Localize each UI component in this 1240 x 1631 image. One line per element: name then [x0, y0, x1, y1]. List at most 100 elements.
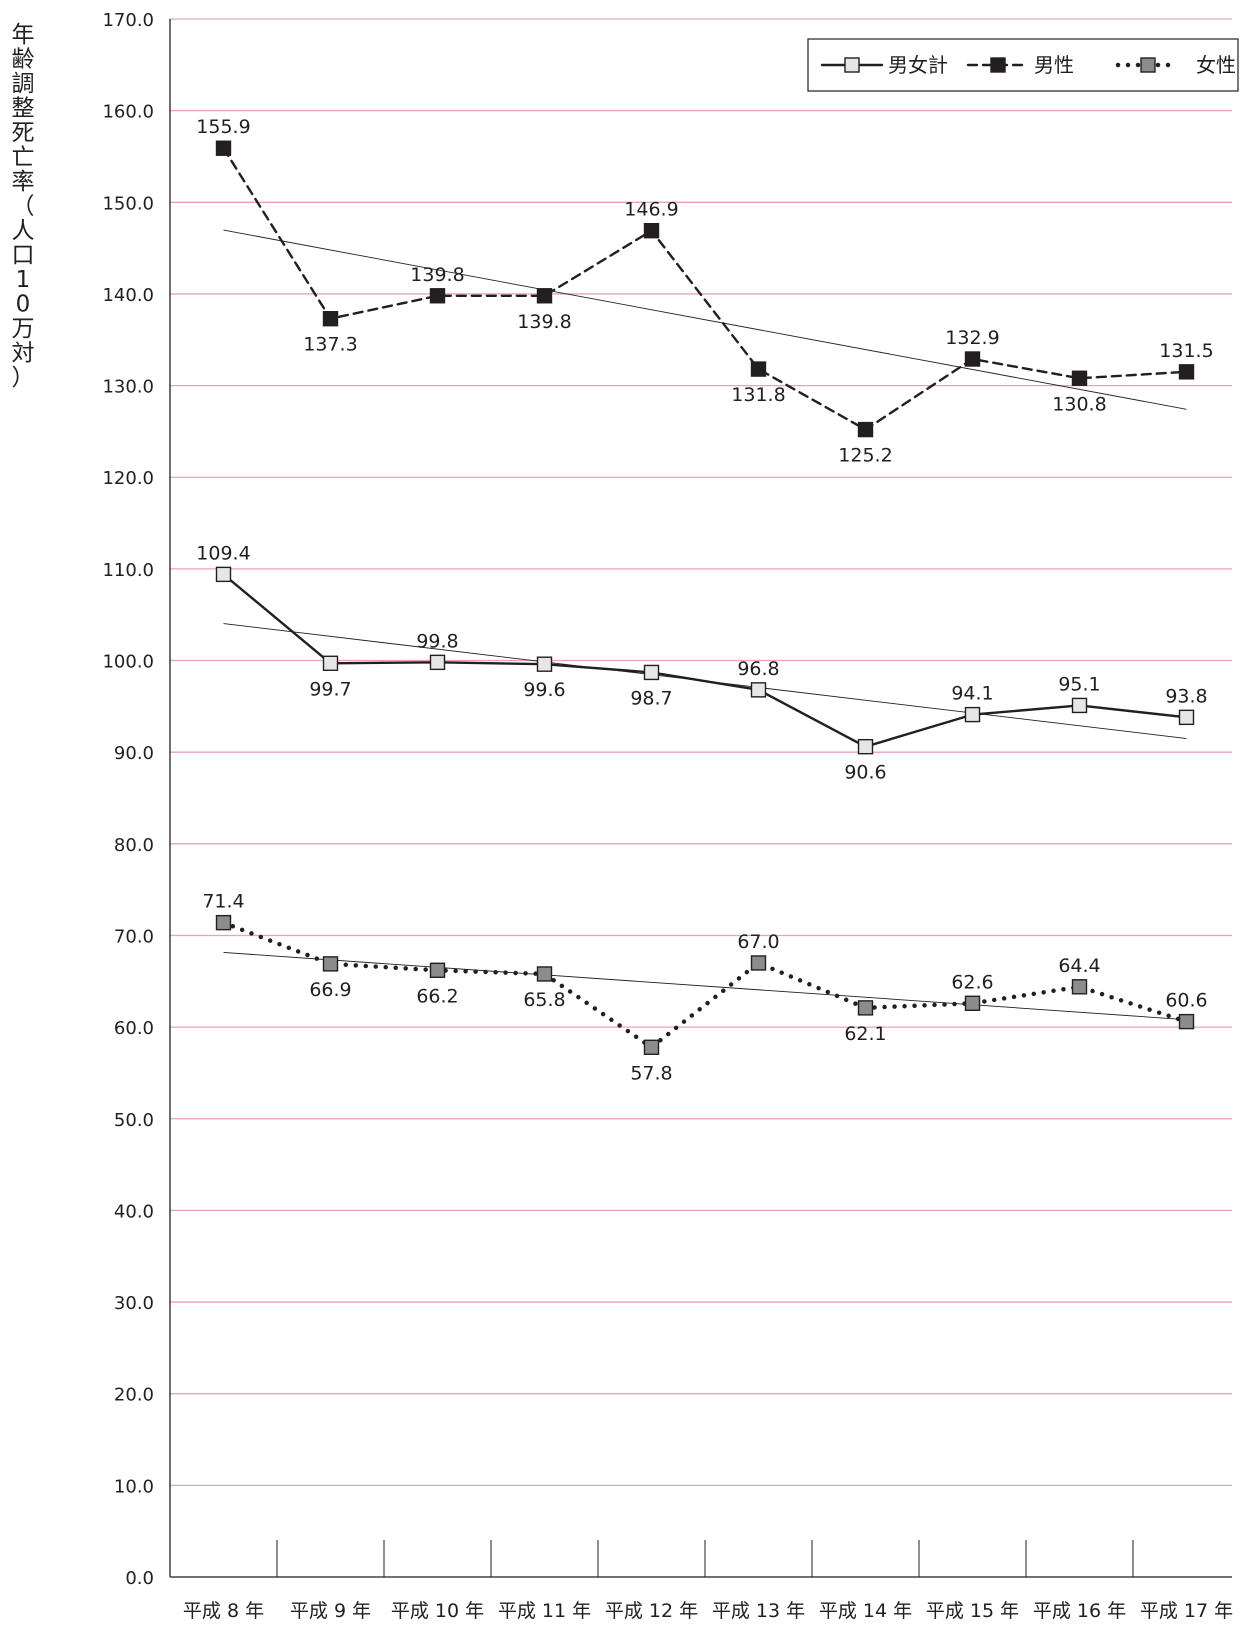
data-label: 98.7 — [630, 687, 672, 709]
x-tick-label: 平成 13 年 — [712, 1600, 805, 1622]
data-label: 67.0 — [737, 931, 779, 953]
y-tick-label: 90.0 — [114, 743, 154, 764]
data-label: 155.9 — [196, 116, 250, 138]
legend-label: 女性 — [1196, 53, 1236, 77]
data-label: 96.8 — [737, 658, 779, 680]
data-label: 95.1 — [1058, 673, 1100, 695]
y-tick-label: 0.0 — [125, 1568, 154, 1589]
data-point — [322, 655, 339, 671]
data-point — [536, 288, 553, 304]
data-label: 137.3 — [303, 334, 357, 356]
y-tick-label: 50.0 — [114, 1110, 154, 1131]
data-point — [1178, 1013, 1195, 1030]
data-point — [429, 654, 446, 671]
y-tick-label: 70.0 — [114, 926, 154, 947]
data-point — [322, 310, 339, 327]
data-label: 66.2 — [416, 985, 458, 1007]
data-label: 99.7 — [309, 678, 351, 700]
x-tick-label: 平成 8 年 — [183, 1600, 264, 1622]
x-tick-label: 平成 12 年 — [605, 1600, 698, 1622]
trendline — [223, 951, 1187, 1021]
data-point — [322, 956, 339, 972]
data-label: 131.8 — [731, 384, 785, 406]
data-label: 60.6 — [1165, 990, 1207, 1012]
y-axis-label: 年齢調整死亡率（人口 1 0 万対） — [12, 22, 35, 391]
data-label: 93.8 — [1165, 685, 1207, 707]
x-tick-label: 平成 9 年 — [290, 1600, 371, 1622]
y-tick-label: 40.0 — [114, 1201, 154, 1222]
data-point — [1178, 364, 1195, 380]
legend-marker — [1140, 57, 1156, 73]
y-tick-label: 160.0 — [102, 102, 154, 123]
data-point — [1071, 697, 1088, 714]
data-point — [643, 223, 660, 239]
data-point — [964, 995, 981, 1011]
y-tick-label: 150.0 — [102, 193, 154, 214]
data-point — [857, 421, 874, 438]
series — [215, 140, 1195, 1055]
trendlines — [223, 229, 1187, 1021]
legend-label: 男性 — [1034, 53, 1074, 77]
series-line — [222, 573, 1188, 748]
x-tick-label: 平成 16 年 — [1033, 1600, 1126, 1622]
data-point — [1071, 370, 1088, 386]
y-tick-label: 100.0 — [102, 652, 154, 673]
legend-marker — [844, 57, 860, 73]
data-label: 131.5 — [1159, 340, 1213, 362]
data-label: 109.4 — [196, 542, 250, 564]
data-label: 71.4 — [202, 891, 244, 913]
data-label: 66.9 — [309, 979, 351, 1001]
data-point — [643, 664, 660, 681]
x-tick-label: 平成 14 年 — [819, 1600, 912, 1622]
data-label: 94.1 — [951, 683, 993, 705]
data-point — [857, 738, 874, 755]
y-axis-title: 年齢調整死亡率（人口 1 0 万対） — [12, 22, 35, 391]
data-point — [750, 955, 767, 971]
gridlines — [170, 18, 1232, 1487]
data-label: 132.9 — [945, 327, 999, 349]
data-label: 62.6 — [951, 971, 993, 993]
data-label: 64.4 — [1058, 955, 1100, 977]
data-point — [964, 351, 981, 367]
x-tick-label: 平成 10 年 — [391, 1600, 484, 1622]
legend-label: 男女計 — [888, 53, 948, 77]
data-point — [964, 706, 981, 723]
data-point — [1071, 979, 1088, 995]
series-line — [222, 147, 1188, 431]
legend-marker — [990, 57, 1006, 73]
data-label: 139.8 — [517, 311, 571, 333]
data-point — [857, 1000, 874, 1016]
data-label: 57.8 — [630, 1062, 672, 1084]
y-tick-label: 80.0 — [114, 835, 154, 856]
y-tick-label: 140.0 — [102, 285, 154, 306]
data-point — [215, 566, 232, 583]
y-tick-label: 120.0 — [102, 468, 154, 489]
data-point — [643, 1039, 660, 1055]
legend: 男女計 男性 女性 — [807, 38, 1239, 92]
y-tick-label: 110.0 — [102, 560, 154, 581]
data-point — [215, 914, 232, 931]
axes: 0.0 10.0 20.0 30.0 40.0 50.0 60.0 70.0 80.0 90.0 1… — [102, 10, 1233, 1622]
y-tick-label: 20.0 — [114, 1385, 154, 1406]
trendline — [223, 229, 1187, 410]
data-label: 99.6 — [523, 679, 565, 701]
y-tick-label: 60.0 — [114, 1018, 154, 1039]
data-label: 62.1 — [844, 1023, 886, 1045]
data-label: 139.8 — [410, 264, 464, 286]
data-point — [429, 288, 446, 304]
data-point — [429, 962, 446, 978]
data-point — [750, 361, 767, 377]
x-tick-label: 平成 15 年 — [926, 1600, 1019, 1622]
series-line — [221, 920, 1189, 1050]
y-tick-label: 10.0 — [114, 1476, 154, 1497]
data-point — [750, 682, 767, 698]
data-label: 146.9 — [624, 199, 678, 221]
data-point — [215, 140, 232, 156]
data-point — [536, 966, 553, 982]
y-tick-label: 30.0 — [114, 1293, 154, 1314]
data-label: 130.8 — [1052, 393, 1106, 415]
y-tick-label: 130.0 — [102, 377, 154, 398]
x-tick-label: 平成 17 年 — [1140, 1600, 1233, 1622]
